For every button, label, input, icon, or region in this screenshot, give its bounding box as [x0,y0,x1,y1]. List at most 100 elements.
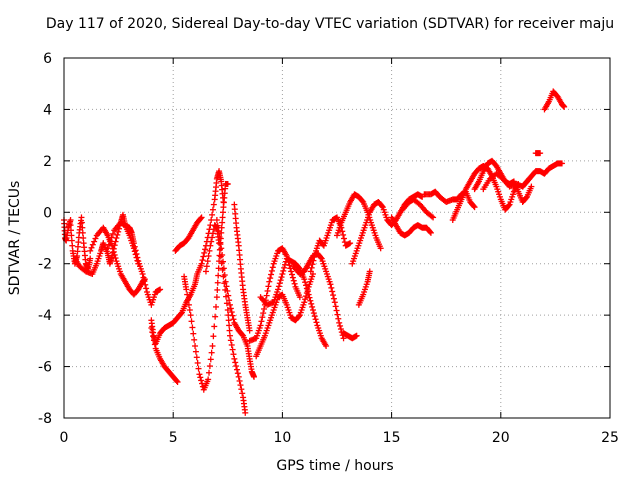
data-point [219,214,226,221]
data-point [528,183,535,190]
data-point [327,281,334,288]
data-point [188,318,195,325]
data-point [68,232,75,239]
data-point [189,324,196,331]
data-point [291,280,298,287]
data-point [195,365,202,372]
data-point [323,343,330,349]
data-point [340,231,347,238]
y-tick-label: 4 [43,102,52,118]
data-point [204,258,211,265]
data-point [88,244,95,251]
y-tick-label: 2 [43,154,52,170]
data-point [114,231,121,238]
data-point [237,382,244,389]
data-point [213,303,220,310]
data-point [69,242,76,249]
data-point [198,260,205,267]
data-point [279,271,286,277]
data-point [78,214,85,221]
data-point [178,310,185,317]
data-point [261,305,268,312]
data-point [340,235,347,242]
data-point [226,327,233,334]
data-point [217,239,224,246]
data-point [226,322,233,329]
data-point [337,322,344,329]
data-point [231,355,238,362]
data-point [134,254,141,261]
data-point [309,261,316,268]
data-point [174,379,181,385]
data-point [80,235,87,241]
data-point [242,409,249,416]
data-point [523,194,530,201]
data-point [339,228,346,235]
data-point [213,294,220,301]
data-point [214,286,221,293]
data-point [185,301,192,308]
data-point [335,315,342,322]
data-point [214,222,221,229]
data-point [112,255,119,262]
data-point [330,295,337,302]
data-point [308,300,315,307]
data-point [268,271,275,278]
data-point [226,301,233,308]
data-point [233,363,240,370]
data-point [229,346,236,353]
data-point [133,250,140,257]
data-point [202,246,209,253]
x-tick-label: 5 [169,430,178,446]
data-point [278,274,285,281]
data-point [505,202,512,209]
data-point [263,292,270,299]
data-point [208,238,215,245]
data-point [430,214,437,221]
data-point [142,281,149,288]
data-point [310,257,317,264]
y-tick-label: -4 [38,308,52,324]
y-tick-label: 6 [43,51,52,67]
data-point [268,267,275,274]
data-point [115,228,122,235]
data-point [87,255,94,262]
data-point [79,224,86,231]
data-point [67,222,74,229]
data-point [109,230,116,237]
data-point [213,217,220,223]
data-point [197,374,204,381]
data-point [302,279,309,286]
data-point [210,201,217,208]
data-point [208,349,215,356]
data-point [302,282,309,289]
data-point [219,251,226,258]
data-point [89,241,96,248]
data-point [307,297,314,304]
data-point [236,377,243,384]
y-tick-label: 0 [43,205,52,221]
data-point [215,228,222,235]
y-tick-label: -8 [38,411,52,427]
data-point [111,251,118,258]
data-point [276,280,283,287]
data-point [266,278,273,285]
data-point [205,253,212,259]
data-point [209,211,216,218]
data-point [112,238,119,245]
data-point [183,286,190,293]
data-point [131,243,138,250]
data-point [260,310,267,317]
data-point [282,261,289,268]
data-point [537,150,544,157]
data-point [109,242,116,249]
data-point [257,322,264,329]
data-point [150,337,157,344]
data-point [340,335,347,342]
data-point [141,278,148,285]
data-point [337,326,344,333]
data-point [224,181,231,187]
y-tick-label: -2 [38,257,52,273]
data-point [275,286,282,293]
